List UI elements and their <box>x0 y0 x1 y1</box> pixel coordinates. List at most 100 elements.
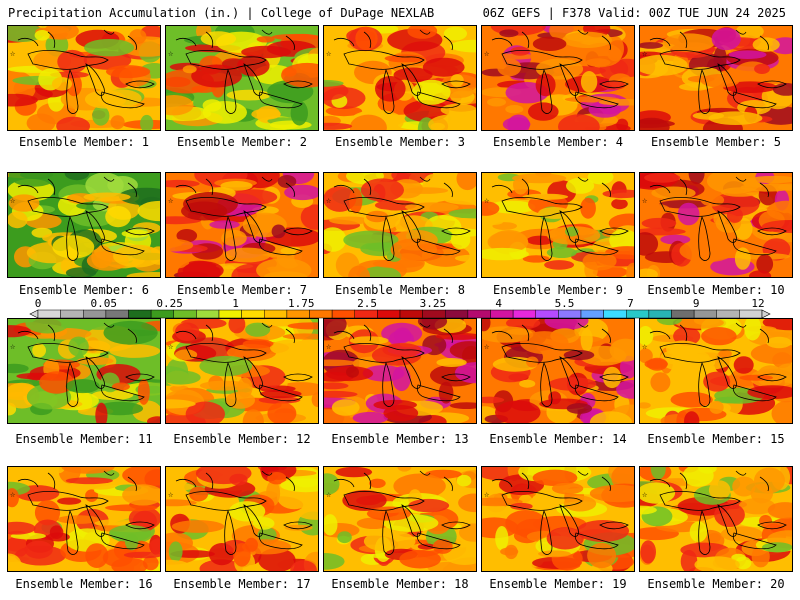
great-lakes-outline <box>333 322 471 407</box>
ensemble-map-panel: ☆ <box>639 25 793 131</box>
ensemble-map-panel: ☆ <box>7 25 161 131</box>
great-lakes-outline <box>649 322 787 407</box>
colorbar-swatch <box>241 309 265 319</box>
location-star-icon: ☆ <box>10 490 16 500</box>
ensemble-member-label: Ensemble Member: 2 <box>176 135 308 149</box>
precip-field-map: ☆ <box>640 319 792 423</box>
great-lakes-outline <box>17 29 155 114</box>
model-run-info: 06Z GEFS | F378 Valid: 00Z TUE JUN 24 20… <box>482 6 786 20</box>
ensemble-member-label: Ensemble Member: 5 <box>650 135 782 149</box>
precip-field-map: ☆ <box>166 319 318 423</box>
ensemble-map-panel: ☆ <box>165 318 319 424</box>
ensemble-member-label: Ensemble Member: 6 <box>18 283 150 297</box>
precip-field-map: ☆ <box>482 467 634 571</box>
ensemble-member-label: Ensemble Member: 8 <box>334 283 466 297</box>
colorbar-swatch <box>286 309 310 319</box>
location-star-icon: ☆ <box>484 490 490 500</box>
location-star-icon: ☆ <box>326 49 332 59</box>
ensemble-map-panel: ☆ <box>7 318 161 424</box>
colorbar-swatch <box>354 309 378 319</box>
precip-field-map: ☆ <box>640 26 792 130</box>
colorbar-swatch <box>558 309 582 319</box>
ensemble-map-panel: ☆ <box>323 172 477 278</box>
ensemble-map-panel: ☆ <box>639 466 793 572</box>
great-lakes-outline <box>491 29 629 114</box>
ensemble-member-label: Ensemble Member: 1 <box>18 135 150 149</box>
precip-field-map: ☆ <box>482 173 634 277</box>
colorbar-swatch <box>331 309 356 319</box>
location-star-icon: ☆ <box>484 196 490 206</box>
colorbar-swatch <box>648 309 672 319</box>
colorbar-swatch <box>173 309 197 319</box>
ensemble-map-panel: ☆ <box>639 172 793 278</box>
great-lakes-outline <box>333 176 471 261</box>
ensemble-member-label: Ensemble Member: 13 <box>331 432 469 446</box>
ensemble-member-label: Ensemble Member: 11 <box>15 432 153 446</box>
great-lakes-outline <box>175 322 313 407</box>
ensemble-member-label: Ensemble Member: 7 <box>176 283 308 297</box>
colorbar-swatch <box>467 309 491 319</box>
precip-field-map: ☆ <box>324 173 476 277</box>
colorbar-right-arrow <box>761 309 771 319</box>
location-star-icon: ☆ <box>10 342 16 352</box>
ensemble-map-panel: ☆ <box>481 172 635 278</box>
colorbar-tick-label: 1.75 <box>288 297 315 310</box>
great-lakes-outline <box>333 29 471 114</box>
location-star-icon: ☆ <box>484 49 490 59</box>
colorbar-tick-label: 7 <box>627 297 634 310</box>
ensemble-map-panel: ☆ <box>165 25 319 131</box>
ensemble-member-label: Ensemble Member: 12 <box>173 432 311 446</box>
colorbar-swatch <box>264 309 288 319</box>
colorbar-swatch <box>422 309 446 319</box>
colorbar-swatch <box>535 309 559 319</box>
precip-field-map: ☆ <box>8 319 160 423</box>
great-lakes-outline <box>175 29 313 114</box>
colorbar-swatch <box>83 309 107 319</box>
ensemble-member-label: Ensemble Member: 9 <box>492 283 624 297</box>
precip-field-map: ☆ <box>482 319 634 423</box>
ensemble-map-panel: ☆ <box>323 318 477 424</box>
colorbar-swatch <box>716 309 740 319</box>
great-lakes-outline <box>491 470 629 555</box>
great-lakes-outline <box>491 176 629 261</box>
ensemble-member-label: Ensemble Member: 18 <box>331 577 469 591</box>
colorbar-tick-label: 2.5 <box>357 297 377 310</box>
great-lakes-outline <box>491 322 629 407</box>
ensemble-map-panel: ☆ <box>323 25 477 131</box>
colorbar-swatch <box>105 309 129 319</box>
colorbar-swatch <box>512 309 537 319</box>
ensemble-map-panel: ☆ <box>7 172 161 278</box>
colorbar-left-arrow <box>29 309 39 319</box>
colorbar-tick-label: 0 <box>35 297 42 310</box>
colorbar-swatch <box>671 309 695 319</box>
great-lakes-outline <box>17 470 155 555</box>
colorbar-tick-label: 1 <box>232 297 239 310</box>
colorbar-swatch <box>128 309 152 319</box>
ensemble-map-panel: ☆ <box>481 466 635 572</box>
location-star-icon: ☆ <box>10 196 16 206</box>
colorbar-swatch <box>739 309 763 319</box>
location-star-icon: ☆ <box>642 342 648 352</box>
location-star-icon: ☆ <box>168 196 174 206</box>
colorbar-swatch <box>37 309 61 319</box>
map-title: Precipitation Accumulation (in.) | Colle… <box>8 6 435 20</box>
colorbar-swatch <box>603 309 627 319</box>
ensemble-map-panel: ☆ <box>323 466 477 572</box>
colorbar-swatch <box>490 309 514 319</box>
ensemble-member-label: Ensemble Member: 3 <box>334 135 466 149</box>
great-lakes-outline <box>649 176 787 261</box>
colorbar-swatch <box>150 309 175 319</box>
location-star-icon: ☆ <box>10 49 16 59</box>
precip-field-map: ☆ <box>166 26 318 130</box>
great-lakes-outline <box>175 470 313 555</box>
colorbar-tick-label: 3.25 <box>420 297 447 310</box>
great-lakes-outline <box>17 176 155 261</box>
location-star-icon: ☆ <box>168 490 174 500</box>
precip-colorbar: 0 0.05 0.25 1 1.75 2.5 3.25 4 5.5 7 9 12 <box>29 297 771 319</box>
colorbar-swatch <box>196 309 220 319</box>
great-lakes-outline <box>175 176 313 261</box>
colorbar-swatch <box>218 309 242 319</box>
colorbar-swatch <box>309 309 333 319</box>
colorbar-swatch <box>445 309 469 319</box>
colorbar-tick-label: 0.05 <box>91 297 118 310</box>
